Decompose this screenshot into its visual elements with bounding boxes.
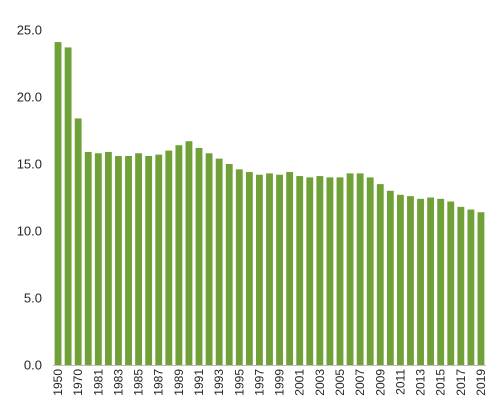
x-tick-label: 2013 <box>414 369 428 396</box>
x-tick-label: 1997 <box>252 369 266 396</box>
y-axis-tick-labels: 0.0 5.0 10.0 15.0 20.0 25.0 <box>17 23 42 373</box>
x-tick-label: 1983 <box>111 369 125 396</box>
x-tick-label: 2019 <box>474 369 488 396</box>
bar-1960 <box>64 47 72 366</box>
x-tick-label: 2015 <box>434 369 448 396</box>
x-tick-label: 1987 <box>152 369 166 396</box>
bar-2006 <box>346 173 354 365</box>
y-tick-label: 20.0 <box>17 90 42 105</box>
bar-2000 <box>286 172 294 365</box>
bar-1984 <box>125 155 132 365</box>
bars-group <box>54 42 485 366</box>
x-tick-label: 2005 <box>333 369 347 396</box>
bar-1980 <box>84 151 92 365</box>
bar-2001 <box>296 176 304 365</box>
bar-1993 <box>215 158 223 365</box>
x-tick-label: 2003 <box>313 369 327 396</box>
y-tick-label: 0.0 <box>24 358 42 373</box>
x-tick-label: 1995 <box>232 369 246 396</box>
x-tick-label: 1989 <box>172 369 186 396</box>
bar-2008 <box>366 177 374 365</box>
x-tick-label: 1991 <box>192 369 206 396</box>
bar-2019 <box>477 212 485 365</box>
x-tick-label: 1985 <box>132 369 146 396</box>
bar-2014 <box>427 197 435 365</box>
x-tick-label: 1970 <box>71 369 85 396</box>
x-tick-label: 1981 <box>91 369 105 396</box>
bar-2004 <box>326 177 334 365</box>
bar-2007 <box>356 173 364 365</box>
x-tick-label: 2007 <box>353 369 367 396</box>
bar-1981 <box>94 153 102 365</box>
y-tick-label: 10.0 <box>17 224 42 239</box>
y-tick-label: 5.0 <box>24 291 42 306</box>
x-tick-label: 2017 <box>454 369 468 396</box>
bar-1996 <box>245 172 253 365</box>
bar-1998 <box>266 173 273 365</box>
bar-2003 <box>316 176 324 365</box>
y-tick-label: 25.0 <box>17 23 42 38</box>
bar-1986 <box>145 155 153 365</box>
bar-1990 <box>185 141 193 365</box>
bar-2016 <box>447 201 455 365</box>
x-tick-label: 2009 <box>373 369 387 396</box>
bar-1985 <box>135 153 143 365</box>
bar-2011 <box>396 194 404 365</box>
bar-2017 <box>457 206 465 365</box>
bar-2010 <box>386 190 394 365</box>
x-tick-label: 2011 <box>393 369 407 395</box>
x-tick-label: 1993 <box>212 369 226 396</box>
bar-2005 <box>336 177 344 365</box>
bar-1995 <box>235 169 243 365</box>
bar-1989 <box>175 145 183 365</box>
bar-1982 <box>104 151 112 365</box>
bar-1992 <box>205 153 213 365</box>
bar-2009 <box>376 184 384 365</box>
bar-2012 <box>407 196 414 365</box>
bar-1983 <box>115 155 122 365</box>
bar-2013 <box>417 198 424 365</box>
bar-1991 <box>195 147 203 365</box>
bar-1997 <box>256 174 263 365</box>
x-tick-label: 1999 <box>273 369 287 396</box>
bar-2018 <box>467 209 475 365</box>
x-tick-label: 1950 <box>51 369 65 396</box>
bar-1970 <box>74 118 82 365</box>
bar-1999 <box>276 174 283 365</box>
bar-2015 <box>437 198 445 365</box>
bar-1988 <box>165 150 173 365</box>
bar-1950 <box>54 42 62 366</box>
bar-2002 <box>306 177 314 365</box>
y-tick-label: 15.0 <box>17 157 42 172</box>
x-tick-label: 2001 <box>293 369 307 396</box>
x-axis-tick-labels: 1950 1970 1981 1983 1985 1987 1989 1991 1993 1995… <box>51 369 488 396</box>
bar-1987 <box>155 154 163 365</box>
bar-1994 <box>225 164 233 365</box>
